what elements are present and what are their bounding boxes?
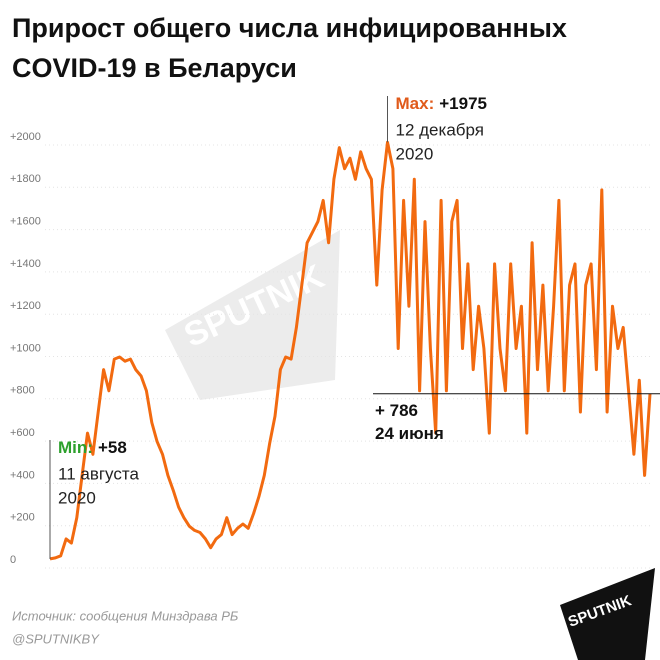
- annotation-value: +1975: [439, 94, 487, 113]
- title-line: Прирост общего числа инфицированных: [12, 13, 567, 43]
- annotation-date: 2020: [396, 144, 434, 163]
- logo-shape: [560, 568, 655, 660]
- annotation-key: Min:: [58, 438, 93, 457]
- annotation-value: +58: [98, 438, 127, 457]
- reference-label: + 786: [375, 401, 418, 420]
- y-tick-label: +600: [10, 427, 35, 439]
- y-tick-label: +1600: [10, 216, 41, 228]
- y-tick-label: +1200: [10, 300, 41, 312]
- y-tick-label: +400: [10, 469, 35, 481]
- y-tick-label: 0: [10, 554, 16, 566]
- y-tick-label: +200: [10, 512, 35, 524]
- y-tick-label: +2000: [10, 131, 41, 143]
- annotation-label: Min: +58: [58, 438, 127, 457]
- series-line: [49, 140, 652, 561]
- annotation-key: Max:: [396, 94, 435, 113]
- title-line: COVID-19 в Беларуси: [12, 53, 297, 83]
- y-tick-label: +1000: [10, 342, 41, 354]
- y-tick-label: +800: [10, 385, 35, 397]
- credit: @SPUTNIKBY: [12, 631, 100, 646]
- y-tick-label: +1400: [10, 258, 41, 270]
- annotation-date: 12 декабря: [396, 120, 484, 139]
- y-tick-label: +1800: [10, 173, 41, 185]
- annotation-date: 11 августа: [58, 464, 139, 483]
- annotation-date: 2020: [58, 488, 96, 507]
- watermark-shape: [165, 230, 340, 400]
- source: Источник: сообщения Минздрава РБ: [12, 608, 239, 623]
- reference-date: 24 июня: [375, 424, 444, 443]
- annotation-label: Max: +1975: [396, 94, 487, 113]
